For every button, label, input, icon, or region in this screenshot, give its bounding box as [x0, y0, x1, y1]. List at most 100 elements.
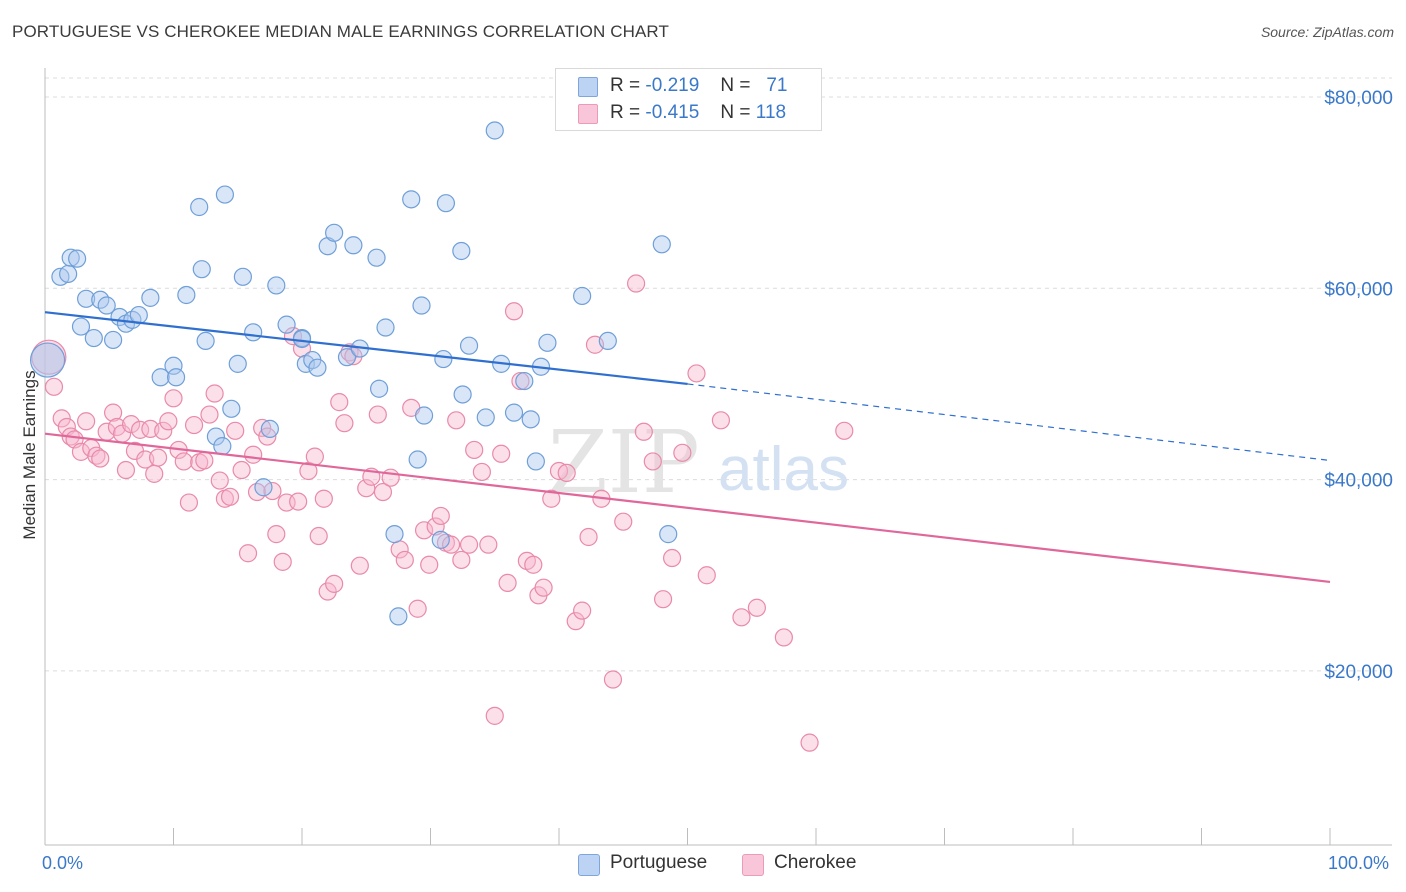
- cherokee-point: [145, 464, 164, 483]
- portuguese-r-value: -0.219: [645, 75, 700, 96]
- cherokee-point: [566, 612, 585, 631]
- cherokee-point: [148, 448, 168, 467]
- portuguese-point: [385, 525, 404, 544]
- cherokee-point: [220, 487, 240, 506]
- cherokee-point: [504, 302, 524, 321]
- portuguese-point: [190, 197, 209, 217]
- cherokee-point: [492, 444, 511, 463]
- x-axis-min-label: 0.0%: [42, 853, 84, 873]
- cherokee-r-value: -0.415: [645, 102, 700, 123]
- cherokee-point: [447, 411, 466, 430]
- portuguese-point: [164, 356, 183, 375]
- cherokee-point: [164, 389, 183, 408]
- cherokee-point: [330, 393, 349, 412]
- cherokee-point: [184, 415, 204, 435]
- cherokee-point: [314, 489, 333, 508]
- cherokee-point: [305, 447, 324, 466]
- portuguese-point: [267, 276, 286, 295]
- portuguese-point: [538, 333, 557, 352]
- portuguese-legend-swatch: [578, 854, 600, 876]
- portuguese-point: [337, 348, 357, 367]
- cherokee-point: [210, 471, 229, 490]
- portuguese-legend-label: Portuguese: [610, 852, 708, 873]
- correlation-legend: R = -0.219 N = 71 R = -0.415 N = 118: [555, 68, 822, 131]
- series-legend: Portuguese Cherokee: [0, 852, 1406, 878]
- cherokee-point: [747, 598, 766, 617]
- portuguese-point: [277, 315, 296, 334]
- x-axis-max-label: 100.0%: [1328, 853, 1390, 873]
- cherokee-point: [472, 462, 491, 482]
- cherokee-trend-line: [44, 432, 1331, 584]
- cherokee-swatch: [578, 104, 598, 124]
- portuguese-point: [598, 331, 617, 351]
- cherokee-point: [441, 535, 461, 554]
- cherokee-point: [498, 573, 517, 593]
- cherokee-point: [414, 521, 434, 540]
- cherokee-point: [179, 493, 199, 512]
- portuguese-point: [504, 403, 524, 422]
- portuguese-point: [476, 408, 495, 427]
- cherokee-point: [159, 412, 178, 431]
- cherokee-n-value: 118: [755, 102, 787, 123]
- portuguese-point: [412, 296, 431, 315]
- cherokee-point: [431, 506, 450, 526]
- portuguese-point: [59, 264, 78, 284]
- portuguese-point: [151, 368, 170, 387]
- cherokee-series: [31, 274, 854, 752]
- cherokee-point: [253, 418, 272, 438]
- portuguese-point: [233, 267, 252, 286]
- portuguese-swatch: [578, 77, 598, 97]
- cherokee-point: [335, 414, 354, 433]
- portuguese-n-label: N =: [720, 75, 751, 96]
- cherokee-point: [557, 463, 576, 483]
- portuguese-trend-extension: [687, 383, 1331, 462]
- cherokee-point: [244, 445, 263, 464]
- portuguese-point: [166, 368, 186, 387]
- portuguese-r-label: R =: [610, 75, 641, 96]
- cherokee-point: [226, 421, 245, 440]
- cherokee-point: [614, 512, 633, 531]
- cherokee-point: [309, 526, 328, 546]
- portuguese-point: [515, 371, 534, 391]
- portuguese-point: [376, 318, 395, 337]
- cherokee-point: [116, 460, 136, 480]
- cherokee-point: [573, 601, 592, 620]
- cherokee-point: [687, 364, 706, 383]
- cherokee-point: [52, 409, 71, 428]
- cherokee-point: [238, 544, 258, 563]
- cherokee-point: [534, 578, 553, 597]
- cherokee-point: [289, 492, 308, 511]
- cherokee-point: [626, 274, 646, 293]
- cherokee-point: [511, 371, 530, 391]
- portuguese-point: [573, 286, 592, 306]
- cherokee-point: [420, 555, 439, 574]
- cherokee-point: [381, 468, 400, 487]
- portuguese-point: [459, 336, 479, 355]
- portuguese-point: [414, 406, 434, 425]
- portuguese-trend-line: [44, 311, 688, 386]
- y-tick-label: $40,000: [1324, 471, 1393, 492]
- portuguese-point: [104, 330, 123, 350]
- portuguese-point: [260, 419, 279, 439]
- cherokee-point: [579, 527, 598, 547]
- watermark: ZIP atlas: [548, 413, 849, 513]
- portuguese-point: [97, 296, 116, 315]
- cherokee-point: [205, 384, 224, 403]
- cherokee-point: [350, 556, 369, 575]
- y-tick-label: $80,000: [1324, 88, 1393, 109]
- portuguese-point: [453, 385, 472, 404]
- cherokee-point: [325, 574, 344, 593]
- cherokee-point: [732, 608, 751, 627]
- cherokee-point: [174, 452, 193, 471]
- cherokee-point: [154, 421, 173, 440]
- axes: [44, 68, 1392, 846]
- portuguese-point: [254, 478, 273, 497]
- cherokee-point: [104, 403, 123, 422]
- cherokee-point: [267, 525, 286, 544]
- portuguese-point: [196, 331, 215, 351]
- cherokee-point: [774, 628, 793, 647]
- portuguese-point: [325, 223, 344, 242]
- cherokee-point: [373, 482, 393, 502]
- cherokee-point: [91, 449, 110, 468]
